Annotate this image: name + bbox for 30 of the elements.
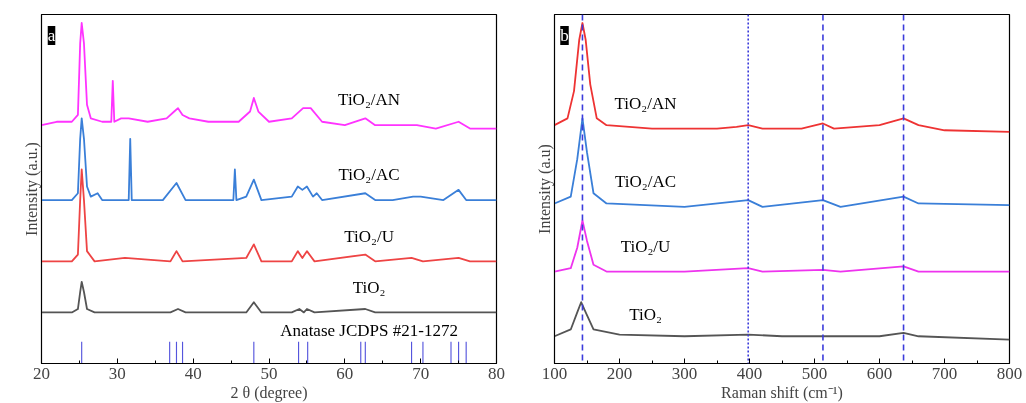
x-tick-label: 800 [996, 363, 1023, 383]
y-axis-title: Intensity (a.u) [535, 144, 554, 234]
x-axis-title: Raman shift (cm⁻¹) [721, 383, 843, 402]
annotation: b [560, 25, 569, 45]
series-label: TiO₂/AC [614, 172, 677, 192]
x-tick-label: 200 [606, 363, 633, 383]
series-label: TiO₂/AC [338, 165, 400, 185]
x-tick-label: 400 [736, 363, 763, 383]
x-tick-label: 60 [336, 363, 354, 383]
x-tick-label: 500 [801, 363, 828, 383]
y-axis-title: Intensity (a.u.) [22, 142, 41, 236]
series-label: Anatase JCDPS #21-1272 [280, 321, 458, 341]
x-tick-label: 80 [488, 363, 505, 383]
x-tick-label: 50 [260, 363, 278, 383]
series-label: TiO₂/U [344, 226, 394, 246]
x-tick-label: 600 [866, 363, 893, 383]
x-tick-label: 700 [931, 363, 958, 383]
series-label: TiO₂ [629, 304, 662, 324]
series-label: TiO₂/AN [338, 90, 401, 110]
series-label: TiO₂/AN [614, 93, 677, 113]
x-tick-label: 40 [184, 363, 202, 383]
series-label: TiO₂/U [620, 236, 671, 256]
x-tick-label: 20 [33, 363, 50, 383]
annotation: a [47, 25, 56, 45]
series-label: TiO₂ [352, 277, 386, 297]
x-tick-label: 30 [108, 363, 126, 383]
x-tick-label: 100 [541, 363, 568, 383]
x-axis-title: 2 θ (degree) [230, 383, 308, 402]
x-tick-label: 70 [412, 363, 430, 383]
x-tick-label: 300 [671, 363, 698, 383]
